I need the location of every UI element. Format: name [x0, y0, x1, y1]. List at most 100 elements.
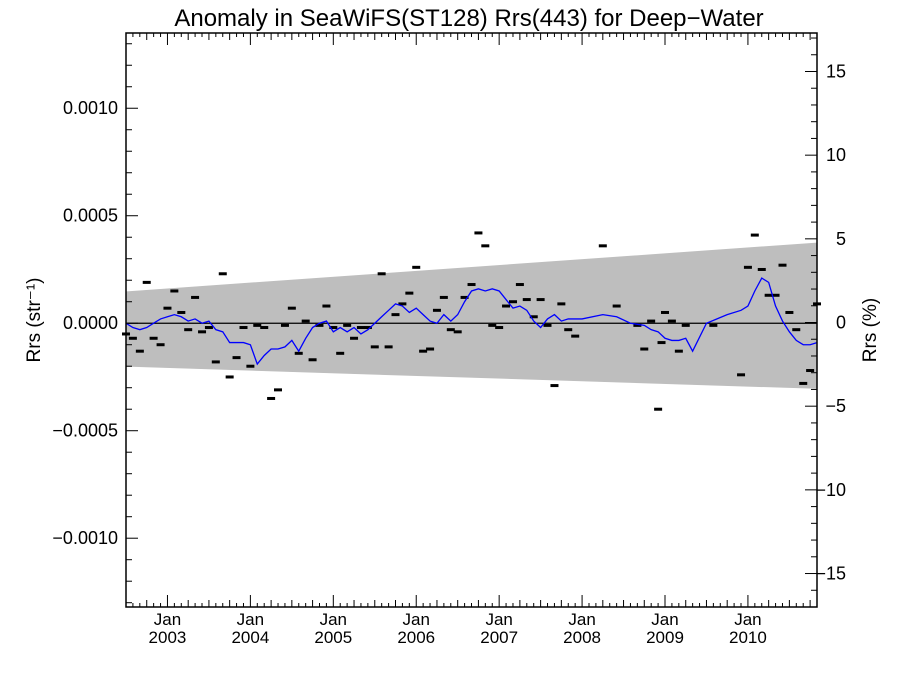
data-point	[515, 283, 524, 287]
data-point	[405, 291, 414, 295]
data-point	[750, 233, 759, 237]
data-point	[426, 347, 435, 351]
x-tick-label-year: 2009	[646, 628, 684, 647]
data-point	[280, 323, 289, 327]
data-point	[598, 244, 607, 248]
data-point	[657, 341, 666, 345]
data-point	[377, 272, 386, 276]
y-tick-label-right: 5	[836, 229, 846, 249]
plot-area	[122, 231, 821, 411]
data-point	[460, 295, 469, 299]
data-point	[384, 345, 393, 349]
data-point	[204, 326, 213, 330]
data-point	[502, 304, 511, 308]
data-point	[391, 313, 400, 317]
y-tick-label-right: −10	[815, 480, 846, 500]
data-point	[446, 328, 455, 332]
x-tick-label-year: 2007	[480, 628, 518, 647]
running-mean-line	[125, 277, 818, 366]
x-tick-label-year: 2008	[563, 628, 601, 647]
data-point	[647, 319, 656, 323]
data-point	[260, 326, 269, 330]
data-point	[149, 336, 158, 340]
data-point	[239, 326, 248, 330]
data-point	[495, 326, 504, 330]
data-point	[806, 369, 815, 373]
data-point	[453, 330, 462, 334]
data-point	[799, 381, 808, 385]
data-point	[419, 349, 428, 353]
x-tick-label-month: Jan	[734, 610, 761, 629]
data-point	[370, 345, 379, 349]
y-axis-label-left: Rrs (str⁻¹)	[24, 278, 45, 363]
data-point	[294, 351, 303, 355]
data-point	[322, 304, 331, 308]
y-axis-label-right: Rrs (%)	[860, 298, 881, 362]
data-point	[681, 323, 690, 327]
data-point	[743, 265, 752, 269]
data-point	[246, 364, 255, 368]
data-point	[329, 326, 338, 330]
data-point	[273, 388, 282, 392]
data-point	[184, 328, 193, 332]
data-point	[509, 300, 518, 304]
data-point	[308, 358, 317, 362]
data-point	[667, 319, 676, 323]
data-point	[232, 356, 241, 360]
y-tick-label-right: 0	[836, 313, 846, 333]
data-point	[564, 328, 573, 332]
data-point	[771, 293, 780, 297]
x-tick-label-year: 2004	[231, 628, 269, 647]
data-point	[363, 326, 372, 330]
y-tick-label-right: −5	[825, 396, 846, 416]
data-point	[343, 323, 352, 327]
data-point	[225, 375, 234, 379]
y-tick-label-right: −15	[815, 564, 846, 584]
x-tick-labels: Jan2003Jan2004Jan2005Jan2006Jan2007Jan20…	[149, 610, 767, 647]
data-point	[536, 298, 545, 302]
data-point	[350, 336, 359, 340]
data-point	[218, 272, 227, 276]
data-point	[481, 244, 490, 248]
data-point	[128, 336, 137, 340]
data-point	[737, 373, 746, 377]
data-point	[550, 384, 559, 388]
data-point	[191, 295, 200, 299]
data-point	[398, 302, 407, 306]
y-tick-label-left: 0.0005	[63, 206, 118, 226]
data-point	[439, 295, 448, 299]
data-point	[529, 315, 538, 319]
data-point	[156, 343, 165, 347]
data-point	[336, 351, 345, 355]
data-point	[177, 310, 186, 314]
data-point	[467, 283, 476, 287]
chart-title: Anomaly in SeaWiFS(ST128) Rrs(443) for D…	[174, 5, 763, 32]
data-point	[170, 289, 179, 293]
data-point	[778, 263, 787, 267]
data-point	[764, 293, 773, 297]
x-tick-label-year: 2005	[314, 628, 352, 647]
uncertainty-band	[126, 242, 817, 389]
data-point	[142, 280, 151, 284]
y-tick-labels-right: 15 10 5 0 −5 −10 −15	[815, 61, 846, 583]
x-tick-label-month: Jan	[651, 610, 678, 629]
data-point	[522, 298, 531, 302]
x-tick-label-month: Jan	[403, 610, 430, 629]
data-point	[612, 304, 621, 308]
x-tick-label-month: Jan	[568, 610, 595, 629]
data-point	[654, 407, 663, 411]
x-tick-label-year: 2003	[149, 628, 187, 647]
y-tick-label-right: 10	[826, 145, 846, 165]
data-point	[557, 302, 566, 306]
data-point	[412, 265, 421, 269]
monthly-points	[122, 231, 821, 411]
data-point	[488, 323, 497, 327]
y-tick-label-left: 0.0010	[63, 98, 118, 118]
data-point	[287, 306, 296, 310]
data-point	[267, 396, 276, 400]
y-tick-label-right: 15	[826, 61, 846, 81]
data-point	[757, 267, 766, 271]
data-point	[198, 330, 207, 334]
x-tick-label-month: Jan	[237, 610, 264, 629]
data-point	[674, 349, 683, 353]
